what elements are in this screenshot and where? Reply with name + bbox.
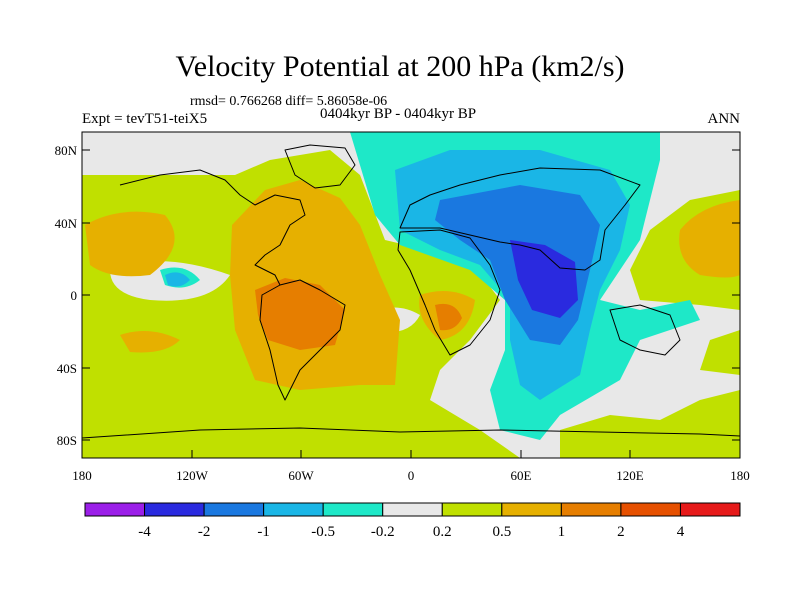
colorbar-segment	[203, 502, 265, 517]
colorbar-segment	[501, 502, 562, 517]
plot-title: Velocity Potential at 200 hPa (km2/s)	[175, 50, 625, 83]
lat-tick-label: 0	[71, 288, 78, 303]
coast-greenland	[284, 144, 356, 189]
colorbar-label: -4	[138, 524, 151, 540]
stats-label: rmsd= 0.766268 diff= 5.86058e-06	[190, 94, 388, 109]
colorbar-label: 1	[558, 524, 566, 540]
colorbar-segment	[560, 502, 622, 517]
colorbar	[84, 502, 741, 517]
lat-tick-label: 80N	[55, 143, 78, 158]
colorbar-segment	[84, 502, 146, 517]
experiment-label: Expt = tevT51-teiX5	[82, 111, 208, 127]
lon-tick-label: 120W	[176, 468, 209, 483]
coastlines	[82, 144, 740, 439]
colorbar-label: 0.5	[492, 524, 511, 540]
lon-tick-label: 60W	[288, 468, 314, 483]
lat-tick-label: 40S	[57, 361, 77, 376]
lon-tick-label: 120E	[616, 468, 644, 483]
field-darkorange-congo	[435, 303, 462, 331]
field-deepblue-indian	[510, 240, 578, 318]
field-orange-west-pacific	[679, 200, 740, 278]
lon-tick-label: 180	[730, 468, 750, 483]
coast-antarctica	[82, 427, 740, 439]
field-positive-se	[700, 330, 740, 375]
colorbar-label: 4	[677, 524, 685, 540]
coast-south-america	[259, 279, 346, 401]
lon-tick-label: 0	[408, 468, 415, 483]
lon-tick-label: 60E	[511, 468, 532, 483]
field-orange-south-pacific	[120, 331, 180, 353]
colorbar-segment	[382, 502, 443, 517]
coast-africa	[397, 229, 501, 356]
period-label: 0404kyr BP - 0404kyr BP	[320, 106, 477, 122]
colorbar-segment	[144, 502, 205, 517]
colorbar-segment	[441, 502, 503, 517]
colorbar-label: 0.2	[433, 524, 452, 540]
colorbar-segment	[322, 502, 384, 517]
lon-tick-label: 180	[72, 468, 92, 483]
colorbar-label: -0.5	[311, 524, 335, 540]
field-positive-south	[560, 390, 740, 458]
colorbar-segment	[263, 502, 324, 517]
season-label: ANN	[707, 111, 741, 127]
field-orange-north-pacific	[85, 211, 175, 277]
field-lightblue-pacific	[165, 272, 190, 287]
colorbar-label: -1	[257, 524, 270, 540]
colorbar-label: -2	[198, 524, 211, 540]
colorbar-segment	[620, 502, 681, 517]
colorbar-segment	[679, 502, 741, 517]
coast-australia	[609, 304, 681, 356]
lat-tick-label: 40N	[55, 216, 78, 231]
colorbar-label: -0.2	[371, 524, 395, 540]
coast-north-america	[119, 169, 306, 286]
lat-tick-label: 80S	[57, 433, 77, 448]
colorbar-labels: -4 -2 -1 -0.5 -0.2 0.2 0.5 1 2 4	[138, 524, 684, 540]
coast-eurasia	[399, 167, 641, 271]
tick-marks	[81, 149, 741, 458]
field-darkorange-amazon	[255, 278, 345, 350]
contour-field	[82, 132, 740, 458]
colorbar-label: 2	[617, 524, 625, 540]
